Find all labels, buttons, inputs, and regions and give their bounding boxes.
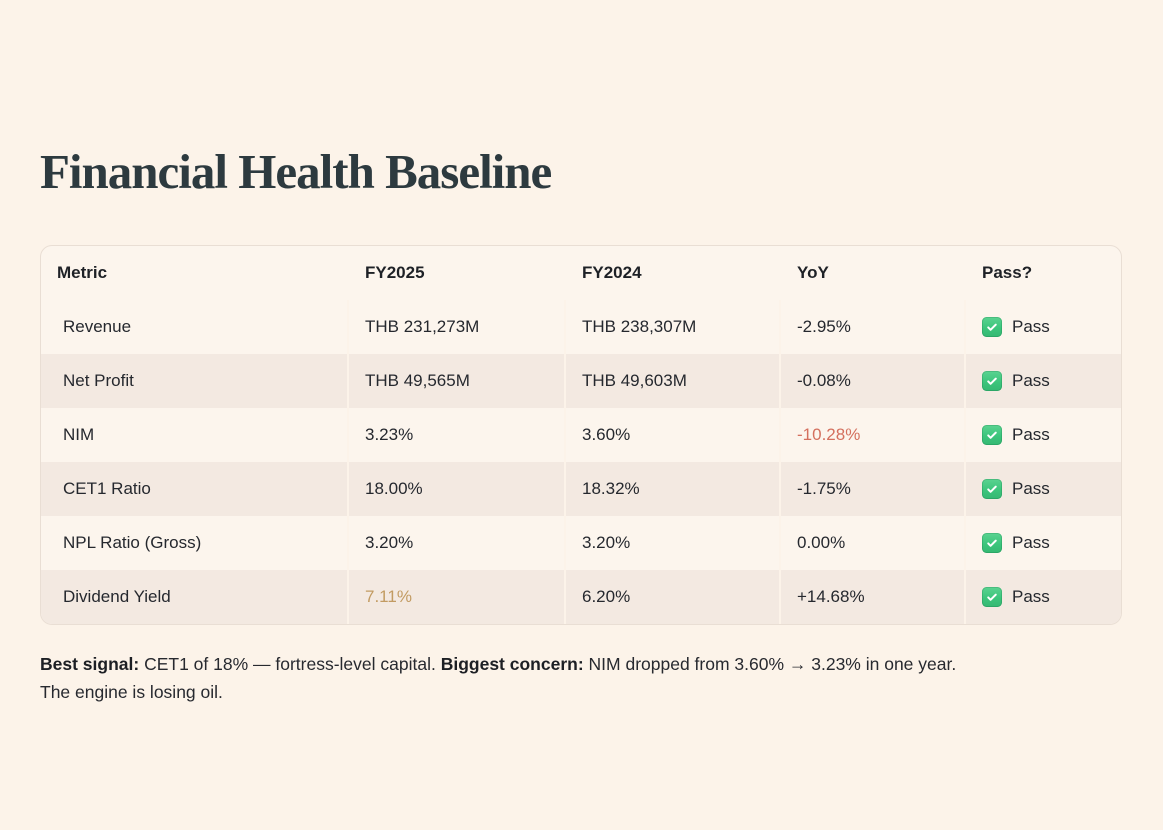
table-row: NIM 3.23% 3.60% -10.28% Pas [41,407,1121,462]
table-row: Net Profit THB 49,565M THB 49,603M -0.08… [41,353,1121,408]
pass-cell: Pass [964,461,1121,516]
table-header-cell: Metric [57,262,108,282]
metric-cell: Revenue [63,316,132,336]
table-header-cell: FY2025 [365,262,425,282]
summary-text: Best signal: CET1 of 18% — fortress-leve… [40,650,1125,706]
fy2024-cell: 6.20% [564,569,780,624]
fy2024-cell: THB 238,307M [564,299,780,354]
fy2024-cell: 3.60% [564,407,780,462]
yoy-cell: -1.75% [779,461,965,516]
yoy-cell: -2.95% [779,299,965,354]
fy2025-cell: 7.11% [347,569,565,624]
pass-cell: Pass [964,353,1121,408]
metric-cell: Net Profit [41,353,348,408]
metric-cell: CET1 Ratio [41,461,348,516]
green-checkbox-icon [982,478,1002,499]
fy2025-cell: 18.00% [347,461,565,516]
page-title: Financial Health Baseline [40,144,552,199]
green-checkbox-icon [982,424,1002,445]
fy2025-cell: 3.23% [347,407,565,462]
pass-label: Pass [1012,532,1050,552]
pass-label: Pass [1012,586,1050,606]
fy2024-cell: 18.32% [564,461,780,516]
table-header-row: Metric FY2025 FY2024 YoY Pass? [41,246,1121,300]
pass-cell: Pass [964,569,1121,624]
fy2024-cell: THB 49,603M [564,353,780,408]
best-signal-text: CET1 of 18% — fortress-level capital. [139,653,441,674]
green-checkbox-icon [982,370,1002,391]
green-checkbox-icon [982,316,1002,337]
biggest-concern-label: Biggest concern: [440,653,584,674]
green-checkbox-icon [982,586,1002,607]
yoy-cell: 0.00% [779,515,965,570]
biggest-concern-text: NIM dropped from 3.60% → 3.23% in one ye… [583,653,957,674]
yoy-cell: -10.28% [779,407,965,462]
pass-label: Pass [1012,424,1050,444]
pass-label: Pass [1012,478,1050,498]
table-header-cell: FY2024 [582,262,642,282]
yoy-cell: -0.08% [779,353,965,408]
best-signal-label: Best signal: [40,653,140,674]
metric-cell: NPL Ratio (Gross) [63,532,202,552]
table-header-cell: YoY [797,262,829,282]
table-row: Revenue THB 231,273M THB 238,307M -2.95% [41,299,1121,354]
pass-cell: Pass [964,407,1121,462]
table-row: NPL Ratio (Gross) 3.20% 3.20% 0.00% [41,515,1121,570]
pass-cell: Pass [964,299,1121,354]
page: Financial Health Baseline Metric FY2025 … [40,144,1125,706]
fy2025-cell: 3.20% [347,515,565,570]
yoy-cell: +14.68% [779,569,965,624]
green-checkbox-icon [982,532,1002,553]
pass-cell: Pass [964,515,1121,570]
metric-cell: NIM [63,424,95,444]
table-row: CET1 Ratio 18.00% 18.32% -1.75% [41,461,1121,516]
metric-cell: Dividend Yield [41,569,348,624]
table-row: Dividend Yield 7.11% 6.20% +14.68% [41,569,1121,624]
table-body: Revenue THB 231,273M THB 238,307M -2.95% [41,299,1121,624]
financial-metrics-table: Metric FY2025 FY2024 YoY Pass? Revenue [40,244,1122,625]
table-header-cell: Pass? [982,262,1033,282]
fy2024-cell: 3.20% [564,515,780,570]
pass-label: Pass [1012,316,1050,336]
summary-line2: The engine is losing oil. [40,681,223,702]
fy2025-cell: THB 49,565M [347,353,565,408]
fy2025-cell: THB 231,273M [347,299,565,354]
pass-label: Pass [1012,370,1050,390]
